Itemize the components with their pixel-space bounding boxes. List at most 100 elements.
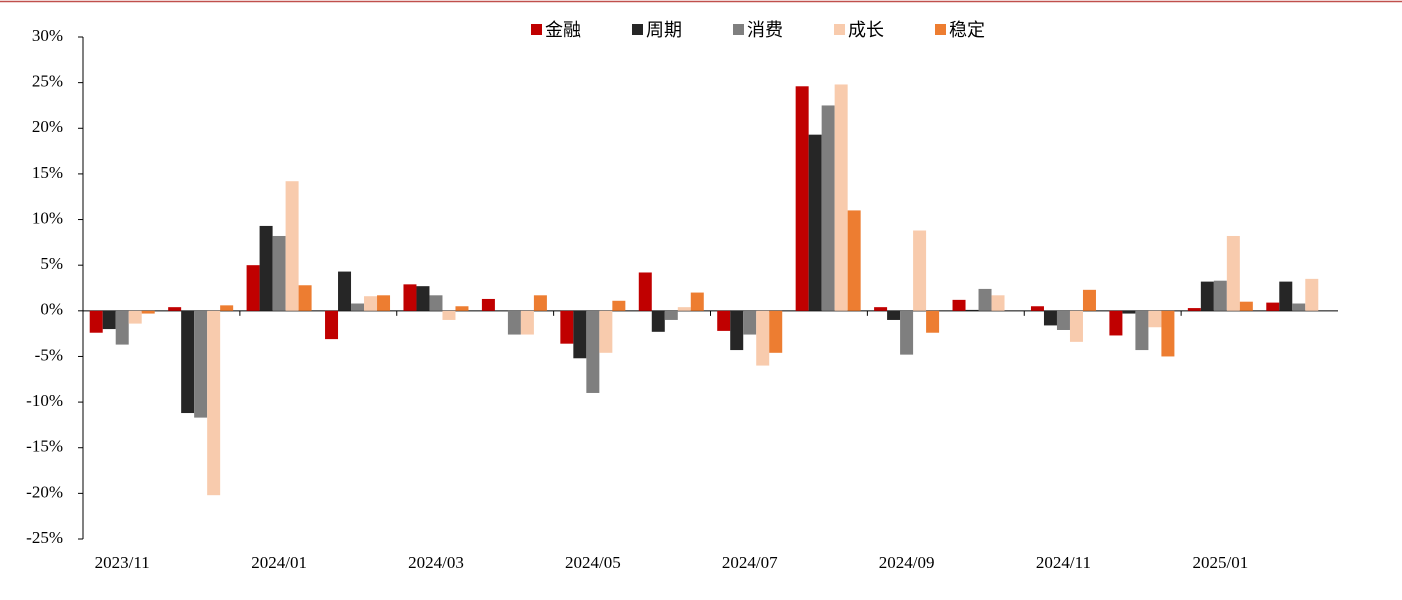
bar: [612, 300, 626, 311]
bar: [1213, 280, 1227, 311]
bar: [847, 210, 861, 311]
bar: [455, 306, 469, 311]
bar: [573, 310, 587, 359]
y-tick-label: -20%: [26, 482, 63, 501]
bar: [1122, 310, 1136, 314]
x-tick-label: 2024/05: [565, 553, 621, 572]
bar: [730, 310, 744, 351]
bar: [520, 310, 534, 335]
bar: [272, 235, 286, 311]
bar: [1043, 310, 1057, 326]
legend-swatch: [531, 24, 542, 35]
bar: [102, 310, 116, 330]
x-tick-label: 2024/07: [722, 553, 778, 572]
bar: [638, 272, 652, 311]
bar: [259, 225, 273, 311]
y-tick-label: -15%: [26, 437, 63, 456]
legend-swatch: [834, 24, 845, 35]
bar: [926, 310, 940, 333]
bar: [651, 310, 665, 332]
bar: [808, 134, 822, 311]
bar: [1239, 301, 1253, 311]
bar: [507, 310, 521, 335]
bar: [913, 230, 927, 311]
bar: [1200, 281, 1214, 311]
bar: [560, 310, 574, 344]
bar: [1292, 303, 1306, 311]
legend-label: 成长: [848, 20, 884, 41]
legend-swatch: [733, 24, 744, 35]
y-tick-label: 0%: [40, 300, 63, 319]
legend-label: 稳定: [949, 20, 985, 41]
bar: [1056, 310, 1070, 330]
legend-swatch: [935, 24, 946, 35]
y-tick-label: 10%: [32, 208, 63, 227]
bar: [325, 310, 339, 340]
y-tick-label: -10%: [26, 391, 63, 410]
y-tick-label: 20%: [32, 117, 63, 136]
bar: [1069, 310, 1083, 342]
bar: [351, 303, 365, 311]
bar: [664, 310, 678, 320]
bar: [364, 296, 378, 311]
bar: [690, 292, 704, 311]
bar: [1226, 235, 1240, 311]
bar: [403, 284, 417, 311]
bar: [717, 310, 731, 331]
bar: [481, 298, 495, 311]
bar: [991, 295, 1005, 311]
legend-label: 金融: [545, 20, 581, 41]
bar: [756, 310, 770, 366]
bar: [1109, 310, 1123, 336]
bar: [834, 84, 848, 311]
bar: [978, 288, 992, 311]
x-tick-label: 2024/11: [1036, 553, 1091, 572]
bar: [220, 305, 234, 311]
bar: [246, 265, 260, 311]
x-tick-label: 2024/09: [879, 553, 935, 572]
bar: [900, 310, 914, 355]
bar: [965, 309, 979, 311]
bar: [115, 310, 129, 345]
bar: [298, 285, 312, 311]
y-tick-label: -25%: [26, 528, 63, 547]
bar: [1266, 302, 1280, 311]
bar: [429, 295, 443, 311]
legend-label: 周期: [646, 20, 682, 41]
bar: [533, 295, 547, 311]
bar: [1305, 278, 1319, 311]
bar: [1148, 310, 1162, 328]
bar: [1279, 281, 1293, 311]
bar: [1030, 306, 1044, 311]
bar: [141, 310, 155, 314]
bar: [1135, 310, 1149, 351]
bar: [89, 310, 103, 333]
bar: [586, 310, 600, 393]
y-tick-label: 5%: [40, 254, 63, 273]
bar: [207, 310, 221, 496]
bar: [795, 86, 809, 311]
y-tick-label: 30%: [32, 26, 63, 45]
bar: [769, 310, 783, 353]
bar: [677, 307, 691, 311]
legend-label: 消费: [747, 20, 783, 41]
bar: [338, 271, 352, 311]
bar: [194, 310, 208, 418]
bar: [442, 310, 456, 320]
bar: [599, 310, 613, 353]
y-tick-label: -5%: [35, 345, 63, 364]
bar: [377, 295, 391, 311]
bar: [1187, 308, 1201, 311]
y-tick-label: 25%: [32, 72, 63, 91]
bar: [743, 310, 757, 335]
x-tick-label: 2024/01: [251, 553, 307, 572]
x-tick-label: 2025/01: [1192, 553, 1248, 572]
y-tick-label: 15%: [32, 163, 63, 182]
x-tick-label: 2024/03: [408, 553, 464, 572]
x-tick-label: 2023/11: [95, 553, 150, 572]
bar: [821, 105, 835, 311]
legend-swatch: [632, 24, 643, 35]
bar: [1161, 310, 1175, 357]
bar: [887, 310, 901, 320]
